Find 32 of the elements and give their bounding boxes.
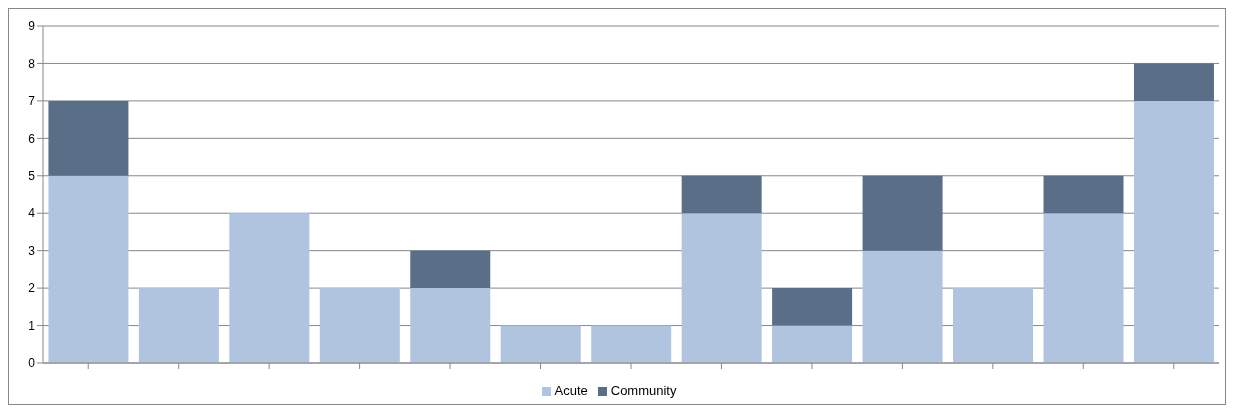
bar xyxy=(681,213,762,363)
bar xyxy=(862,250,943,363)
bar xyxy=(319,288,400,363)
y-tick-label: 2 xyxy=(28,281,36,296)
legend-label: Acute xyxy=(554,383,588,398)
bar xyxy=(681,175,762,214)
y-tick-label: 3 xyxy=(28,243,36,258)
y-tick-label: 9 xyxy=(28,19,36,34)
bar xyxy=(772,325,853,363)
bar xyxy=(1043,175,1124,214)
bar xyxy=(1043,213,1124,363)
y-tick-label: 8 xyxy=(28,56,36,71)
bar xyxy=(772,288,853,326)
bar xyxy=(953,288,1034,363)
bar xyxy=(410,288,491,363)
y-tick-label: 1 xyxy=(28,318,36,333)
y-tick-label: 0 xyxy=(28,356,36,371)
bar xyxy=(138,288,219,363)
bar xyxy=(1133,100,1214,363)
bar xyxy=(862,175,943,251)
bar xyxy=(1133,63,1214,101)
bar xyxy=(48,175,129,363)
bar xyxy=(500,325,581,363)
legend-label: Community xyxy=(610,383,677,398)
y-tick-label: 6 xyxy=(28,131,36,146)
bar xyxy=(48,100,129,176)
y-tick-label: 4 xyxy=(28,206,36,221)
y-tick-label: 5 xyxy=(28,169,36,184)
bar xyxy=(410,250,491,289)
bar xyxy=(591,325,672,363)
y-tick-label: 7 xyxy=(28,94,36,109)
bar xyxy=(229,213,310,363)
